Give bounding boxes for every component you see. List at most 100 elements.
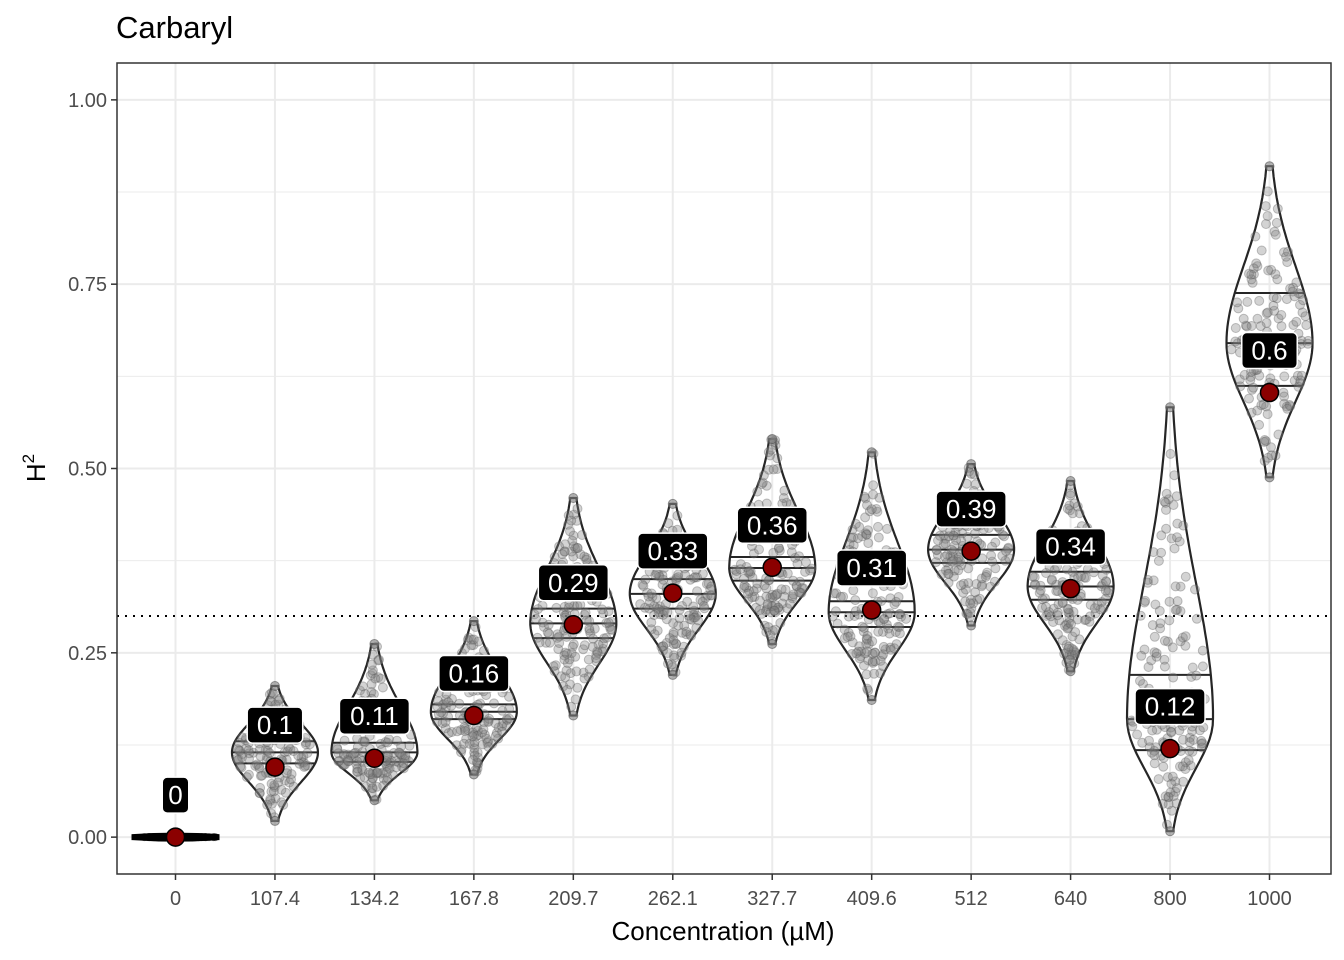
jitter-point — [601, 632, 612, 643]
jitter-point — [827, 611, 838, 622]
jitter-point — [578, 644, 589, 655]
jitter-point — [752, 486, 763, 497]
jitter-point — [1139, 644, 1150, 655]
jitter-point — [1069, 650, 1080, 661]
jitter-point — [394, 748, 405, 758]
jitter-point — [563, 602, 574, 613]
jitter-point — [839, 633, 850, 644]
jitter-point — [1063, 622, 1074, 633]
jitter-point — [658, 641, 669, 652]
jitter-point — [1282, 257, 1293, 268]
jitter-point — [1188, 734, 1199, 745]
jitter-point — [565, 668, 576, 679]
jitter-point — [668, 629, 679, 640]
jitter-point — [1003, 543, 1014, 554]
jitter-point — [966, 603, 977, 614]
jitter-point — [790, 552, 801, 563]
jitter-point — [1149, 745, 1160, 756]
jitter-point — [554, 638, 565, 648]
jitter-point — [1247, 277, 1258, 288]
jitter-point — [640, 574, 651, 585]
estimate-label-box — [835, 549, 908, 587]
jitter-point — [805, 565, 816, 576]
jitter-point — [558, 681, 569, 692]
x-tick-label: 327.7 — [747, 888, 797, 910]
jitter-point — [863, 525, 873, 536]
estimate-label-box — [246, 706, 304, 744]
jitter-point — [1161, 504, 1171, 515]
jitter-point — [437, 718, 448, 729]
jitter-point — [1074, 508, 1085, 519]
jitter-point — [958, 578, 969, 589]
jitter-point — [835, 591, 846, 602]
jitter-point — [274, 693, 285, 704]
jitter-point — [767, 592, 778, 603]
jitter-point — [235, 761, 246, 772]
jitter-point — [1288, 282, 1299, 293]
jitter-point — [1252, 405, 1263, 416]
jitter-point — [343, 756, 354, 767]
jitter-point — [262, 799, 273, 810]
jitter-point — [369, 795, 380, 806]
jitter-point — [796, 588, 807, 598]
jitter-point — [649, 601, 660, 612]
jitter-point — [1092, 599, 1103, 610]
jitter-point — [869, 647, 880, 658]
jitter-point — [860, 528, 871, 539]
jitter-point — [871, 504, 882, 514]
jitter-point — [657, 570, 668, 581]
jitter-point — [504, 713, 515, 724]
jitter-point — [299, 761, 310, 772]
jitter-point — [879, 614, 890, 625]
jitter-point — [948, 530, 959, 541]
jitter-point — [931, 557, 941, 568]
jitter-point — [1279, 398, 1290, 409]
jitter-point — [864, 506, 875, 517]
jitter-point — [874, 492, 885, 503]
jitter-point — [659, 605, 670, 616]
jitter-point — [1075, 591, 1086, 602]
jitter-point — [339, 759, 350, 770]
jitter-point — [542, 627, 553, 638]
jitter-point — [749, 591, 760, 602]
jitter-point — [584, 625, 595, 636]
jitter-point — [400, 753, 411, 764]
jitter-point — [1027, 571, 1038, 582]
jitter-point — [1065, 490, 1076, 501]
jitter-point — [669, 650, 679, 661]
jitter-point — [360, 781, 371, 792]
jitter-point — [572, 503, 583, 514]
jitter-point — [468, 769, 479, 780]
jitter-point — [774, 604, 785, 615]
jitter-point — [1169, 470, 1180, 481]
jitter-point — [367, 783, 378, 794]
jitter-point — [1069, 498, 1080, 509]
jitter-point — [758, 470, 769, 481]
jitter-point — [782, 568, 793, 579]
jitter-point — [264, 748, 275, 759]
jitter-point — [1174, 725, 1185, 736]
jitter-point — [567, 641, 578, 652]
jitter-point — [966, 620, 977, 631]
jitter-point — [765, 450, 776, 461]
jitter-point — [1197, 645, 1208, 656]
jitter-point — [942, 549, 953, 560]
jitter-point — [668, 618, 679, 629]
jitter-point — [1045, 611, 1056, 622]
jitter-point — [945, 551, 956, 562]
jitter-point — [860, 512, 871, 523]
jitter-point — [676, 647, 687, 658]
jitter-point — [1065, 488, 1076, 499]
jitter-point — [367, 665, 378, 676]
jitter-point — [666, 659, 677, 670]
jitter-point — [1160, 497, 1171, 508]
jitter-point — [1285, 401, 1296, 412]
jitter-point — [1239, 369, 1250, 380]
jitter-point — [281, 754, 292, 765]
jitter-point — [1191, 613, 1202, 624]
jitter-point — [969, 528, 980, 539]
jitter-point — [861, 638, 872, 649]
jitter-point — [342, 754, 353, 765]
jitter-point — [460, 726, 471, 737]
jitter-point — [468, 640, 479, 651]
